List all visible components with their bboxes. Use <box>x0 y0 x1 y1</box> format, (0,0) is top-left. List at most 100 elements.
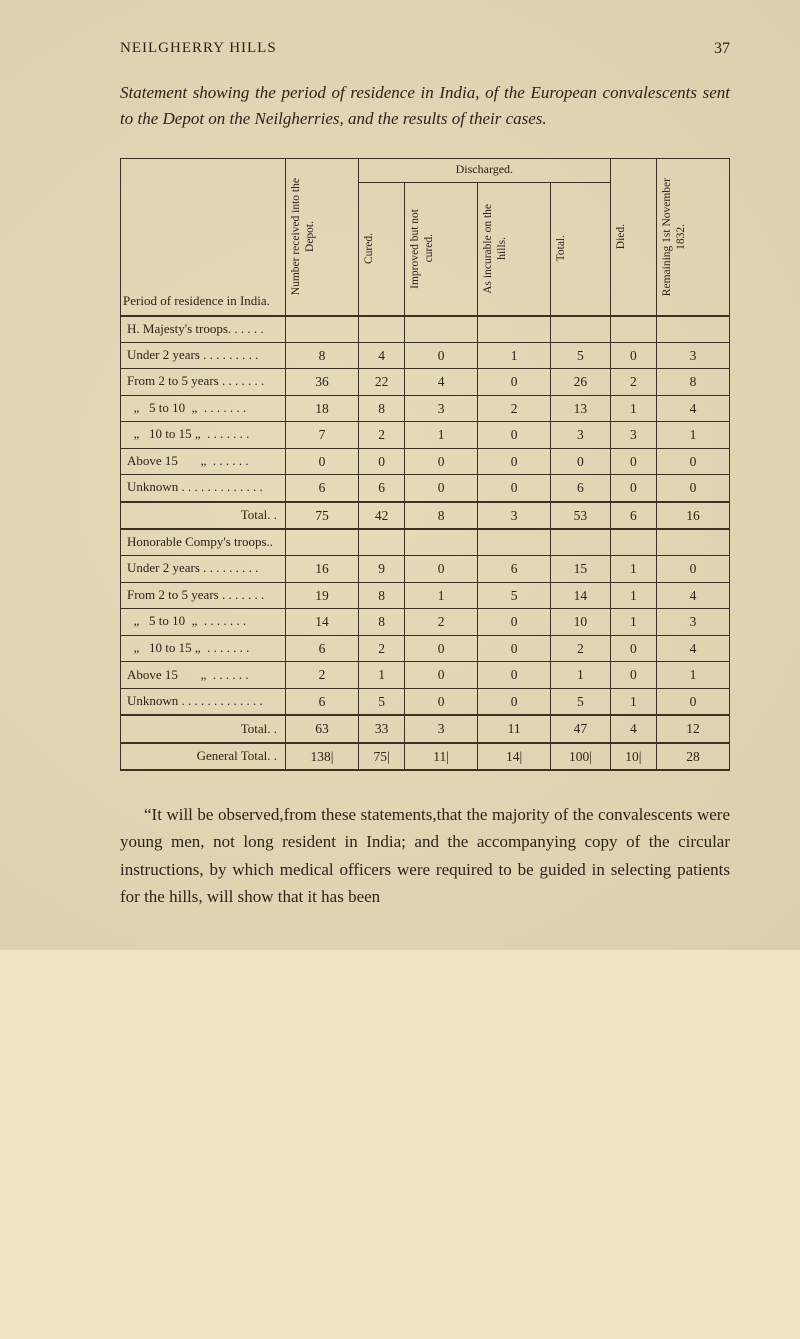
footer-paragraph: “It will be observed,from these statemen… <box>120 801 730 910</box>
table-row: Under 2 years . . . . . . . . . 8 4 0 1 … <box>121 342 730 369</box>
table-row: Above 15 „ . . . . . . 0 0 0 0 0 0 0 <box>121 448 730 475</box>
cell: 3 <box>405 395 478 422</box>
cell: 0 <box>610 342 656 369</box>
cell: 2 <box>610 369 656 396</box>
cell: 16 <box>286 556 359 583</box>
page: NEILGHERRY HILLS 37 Statement showing th… <box>0 0 800 950</box>
cell: 0 <box>358 448 404 475</box>
cell: 0 <box>551 448 611 475</box>
cell: 4 <box>405 369 478 396</box>
cell: 1 <box>405 422 478 449</box>
cell: 75 <box>286 502 359 530</box>
cell: 22 <box>358 369 404 396</box>
section-title: H. Majesty's troops. . . . . . <box>121 316 286 342</box>
cell: 19 <box>286 582 359 609</box>
table-row: Unknown . . . . . . . . . . . . . 6 5 0 … <box>121 688 730 715</box>
table-row: From 2 to 5 years . . . . . . . 36 22 4 … <box>121 369 730 396</box>
cell: 0 <box>286 448 359 475</box>
col-period: Period of residence in India. <box>121 158 286 316</box>
total-label: Total. . <box>121 715 286 743</box>
cell: 2 <box>551 635 611 662</box>
cell: 3 <box>657 342 730 369</box>
row-label: „ 5 to 10 „ . . . . . . . <box>121 395 286 422</box>
cell: 1 <box>478 342 551 369</box>
cell: 3 <box>551 422 611 449</box>
cell: 6 <box>610 502 656 530</box>
section-head-row: Honorable Compy's troops.. <box>121 529 730 555</box>
row-label: From 2 to 5 years . . . . . . . <box>121 582 286 609</box>
cell: 4 <box>610 715 656 743</box>
cell: 1 <box>405 582 478 609</box>
cell: 3 <box>405 715 478 743</box>
row-label: Unknown . . . . . . . . . . . . . <box>121 688 286 715</box>
row-label: Under 2 years . . . . . . . . . <box>121 556 286 583</box>
cell: 0 <box>610 448 656 475</box>
cell: 6 <box>286 688 359 715</box>
cell: 3 <box>657 609 730 636</box>
col-improved: Improved but not cured. <box>405 182 478 316</box>
cell: 0 <box>478 688 551 715</box>
cell: 0 <box>610 475 656 502</box>
cell: 1 <box>610 688 656 715</box>
running-title: NEILGHERRY HILLS <box>120 40 277 58</box>
table-row: „ 5 to 10 „ . . . . . . . 18 8 3 2 13 1 … <box>121 395 730 422</box>
cell: 100| <box>551 743 611 771</box>
cell: 28 <box>657 743 730 771</box>
row-label: Under 2 years . . . . . . . . . <box>121 342 286 369</box>
cell: 0 <box>405 662 478 689</box>
cell: 14| <box>478 743 551 771</box>
table-row: „ 10 to 15 „ . . . . . . . 7 2 1 0 3 3 1 <box>121 422 730 449</box>
cell: 8 <box>405 502 478 530</box>
cell: 1 <box>358 662 404 689</box>
cell: 2 <box>478 395 551 422</box>
row-label: „ 10 to 15 „ . . . . . . . <box>121 635 286 662</box>
cell: 8 <box>657 369 730 396</box>
total-label: Total. . <box>121 502 286 530</box>
cell: 3 <box>610 422 656 449</box>
cell: 26 <box>551 369 611 396</box>
cell: 2 <box>286 662 359 689</box>
cell: 4 <box>657 635 730 662</box>
cell: 18 <box>286 395 359 422</box>
cell: 2 <box>358 635 404 662</box>
cell: 0 <box>478 422 551 449</box>
cell: 7 <box>286 422 359 449</box>
cell: 15 <box>551 556 611 583</box>
cell: 16 <box>657 502 730 530</box>
running-header: NEILGHERRY HILLS 37 <box>120 40 730 58</box>
cell: 36 <box>286 369 359 396</box>
table-row: „ 10 to 15 „ . . . . . . . 6 2 0 0 2 0 4 <box>121 635 730 662</box>
cell: 1 <box>610 609 656 636</box>
cell: 9 <box>358 556 404 583</box>
cell: 8 <box>358 582 404 609</box>
cell: 5 <box>478 582 551 609</box>
table-row: „ 5 to 10 „ . . . . . . . 14 8 2 0 10 1 … <box>121 609 730 636</box>
section-head-row: H. Majesty's troops. . . . . . <box>121 316 730 342</box>
cell: 4 <box>657 582 730 609</box>
cell: 0 <box>405 342 478 369</box>
cell: 1 <box>657 662 730 689</box>
cell: 10| <box>610 743 656 771</box>
cell: 10 <box>551 609 611 636</box>
col-remaining: Remaining 1st November 1832. <box>657 158 730 316</box>
cell: 0 <box>478 369 551 396</box>
intro-paragraph: Statement showing the period of residenc… <box>120 80 730 133</box>
cell: 3 <box>478 502 551 530</box>
cell: 1 <box>657 422 730 449</box>
cell: 6 <box>286 475 359 502</box>
cell: 0 <box>478 475 551 502</box>
page-number: 37 <box>714 40 730 58</box>
table-row: Above 15 „ . . . . . . 2 1 0 0 1 0 1 <box>121 662 730 689</box>
cell: 6 <box>358 475 404 502</box>
cell: 0 <box>657 688 730 715</box>
cell: 0 <box>478 448 551 475</box>
table-row: Unknown . . . . . . . . . . . . . 6 6 0 … <box>121 475 730 502</box>
col-total: Total. <box>551 182 611 316</box>
cell: 1 <box>551 662 611 689</box>
cell: 33 <box>358 715 404 743</box>
cell: 13 <box>551 395 611 422</box>
cell: 4 <box>358 342 404 369</box>
cell: 6 <box>286 635 359 662</box>
table-row: Under 2 years . . . . . . . . . 16 9 0 6… <box>121 556 730 583</box>
cell: 14 <box>286 609 359 636</box>
